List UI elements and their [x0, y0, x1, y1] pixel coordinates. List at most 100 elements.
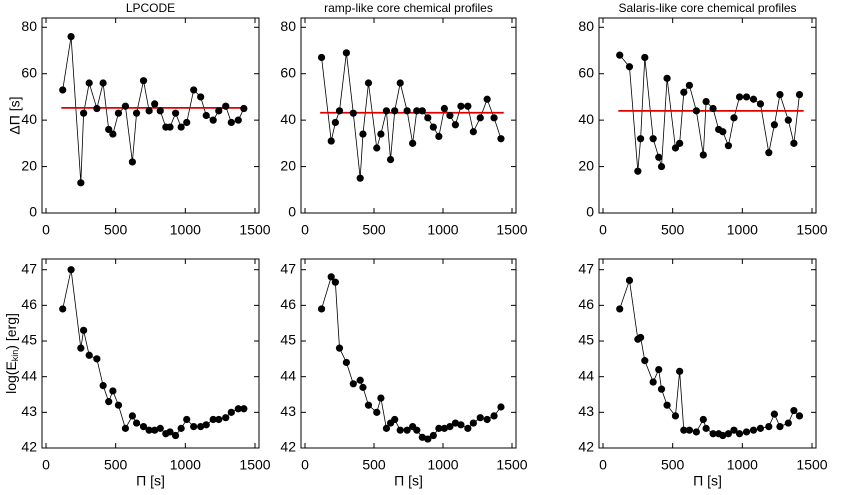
- data-point: [197, 93, 205, 101]
- data-point: [342, 49, 350, 57]
- y-tick-label: 44: [280, 367, 296, 383]
- data-point: [641, 357, 649, 365]
- y-tick-label: 80: [578, 18, 594, 34]
- x-tick-label: 0: [42, 222, 50, 238]
- y-axis-label-part: ) [erg]: [3, 313, 19, 350]
- data-point: [497, 403, 505, 411]
- data-point: [440, 424, 448, 432]
- x-tick-label: 1500: [496, 222, 527, 238]
- data-point: [702, 424, 710, 432]
- data-point: [391, 107, 399, 115]
- data-point: [227, 408, 235, 416]
- x-tick-label: 1000: [427, 457, 458, 473]
- y-tick-label: 20: [21, 157, 37, 173]
- data-point: [317, 305, 326, 313]
- data-point: [749, 95, 758, 103]
- data-point: [641, 53, 649, 62]
- data-point: [735, 93, 744, 101]
- data-point: [730, 114, 738, 122]
- data-point: [234, 116, 242, 124]
- y-axis-label: log(Ekin) [erg]: [3, 313, 21, 394]
- x-tick-label: 500: [104, 457, 128, 473]
- data-point: [209, 116, 217, 124]
- x-tick-label: 0: [599, 222, 607, 238]
- x-tick-label: 1500: [496, 457, 527, 473]
- data-point: [386, 156, 395, 164]
- data-point: [202, 421, 210, 429]
- data-point: [382, 107, 391, 115]
- data-point: [145, 426, 153, 434]
- data-point: [77, 344, 85, 352]
- data-point: [114, 401, 123, 409]
- data-point: [765, 149, 773, 157]
- data-point: [132, 109, 141, 117]
- data-point: [80, 109, 88, 117]
- data-point: [139, 77, 148, 85]
- data-point: [476, 114, 484, 122]
- data-point: [730, 426, 738, 434]
- data-point: [151, 426, 159, 434]
- data-point: [396, 426, 404, 434]
- y-tick-label: 20: [578, 157, 594, 173]
- data-point: [724, 430, 733, 438]
- data-point: [637, 135, 645, 143]
- data-point: [790, 406, 798, 415]
- y-tick-label: 47: [21, 260, 37, 276]
- data-point: [663, 401, 671, 409]
- x-axis-label: Π [s]: [394, 473, 423, 489]
- data-point: [735, 430, 744, 438]
- data-point: [784, 419, 792, 427]
- y-tick-label: 42: [578, 439, 594, 455]
- data-point: [93, 355, 101, 363]
- plot-frame: [41, 258, 260, 449]
- x-tick-label: 1000: [170, 222, 201, 238]
- y-tick-label: 80: [280, 18, 296, 34]
- y-tick-label: 44: [21, 367, 37, 383]
- x-tick-label: 1000: [170, 457, 201, 473]
- data-point: [80, 326, 88, 334]
- data-point: [685, 426, 693, 434]
- y-tick-label: 40: [280, 111, 296, 127]
- data-point: [151, 100, 159, 108]
- data-point: [765, 423, 773, 431]
- data-point: [440, 104, 448, 113]
- data-point: [67, 266, 75, 274]
- data-point: [99, 79, 107, 87]
- data-point: [490, 114, 498, 122]
- series-line: [321, 275, 502, 440]
- data-point: [114, 109, 123, 117]
- x-tick-label: 0: [301, 457, 309, 473]
- data-point: [190, 86, 198, 94]
- y-tick-label: 60: [578, 64, 594, 80]
- data-point: [105, 125, 113, 134]
- data-point: [331, 278, 339, 286]
- data-point: [699, 151, 707, 159]
- x-tick-label: 500: [362, 457, 386, 473]
- data-point: [784, 116, 792, 124]
- data-point: [197, 423, 205, 431]
- data-point: [67, 32, 75, 41]
- x-tick-label: 1500: [239, 457, 270, 473]
- y-tick-label: 80: [21, 18, 37, 34]
- data-point: [215, 415, 223, 424]
- y-tick-label: 60: [280, 64, 296, 80]
- data-point: [77, 179, 85, 187]
- data-point: [356, 174, 364, 182]
- data-point: [183, 415, 191, 424]
- data-point: [85, 351, 93, 359]
- data-point: [183, 118, 191, 127]
- data-point: [413, 107, 421, 115]
- data-point: [429, 123, 437, 131]
- data-point: [177, 123, 185, 131]
- plot-frame: [300, 17, 517, 214]
- data-point: [790, 139, 798, 147]
- data-point: [413, 426, 421, 434]
- data-point: [145, 107, 153, 115]
- data-point: [671, 412, 680, 420]
- data-point: [655, 365, 663, 374]
- data-point: [756, 100, 765, 108]
- x-tick-label: 1000: [727, 222, 758, 238]
- x-tick-label: 1500: [796, 457, 827, 473]
- panel-title: ramp-like core chemical profiles: [324, 1, 493, 15]
- data-point: [377, 394, 385, 402]
